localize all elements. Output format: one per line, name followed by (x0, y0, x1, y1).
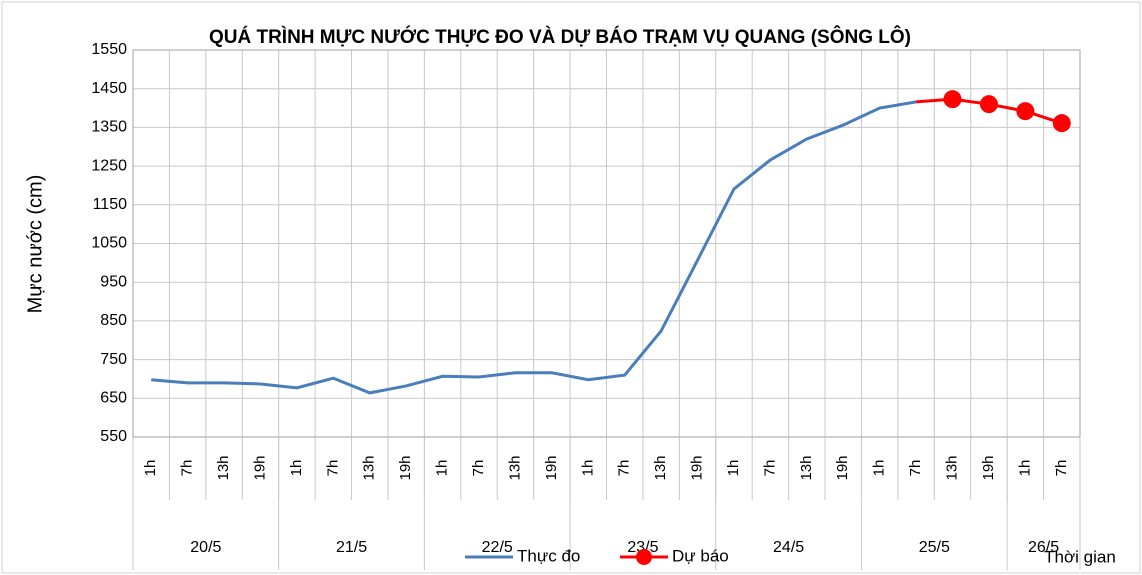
x-tick-label: 19h (980, 455, 997, 480)
x-tick-label: 13h (943, 455, 960, 480)
x-tick-label: 1h (871, 460, 888, 477)
y-tick-label: 950 (100, 273, 127, 290)
x-tick-label: 13h (652, 455, 669, 480)
x-tick-label: 13h (215, 455, 232, 480)
legend-label: Thực đo (517, 546, 580, 565)
x-tick-label: 7h (470, 460, 487, 477)
legend-label: Dự báo (672, 546, 729, 565)
x-tick-label: 7h (616, 460, 633, 477)
x-tick-label: 1h (434, 460, 451, 477)
y-tick-label: 1250 (91, 157, 127, 174)
y-tick-label: 1450 (91, 80, 127, 97)
x-tick-label: 7h (179, 460, 196, 477)
series-marker (1052, 114, 1071, 133)
y-axis-label: Mực nước (cm) (24, 175, 46, 314)
x-tick-label: 19h (251, 455, 268, 480)
x-tick-label: 1h (142, 460, 159, 477)
x-tick-label: 7h (1053, 460, 1070, 477)
x-tick-label: 7h (761, 460, 778, 477)
group-label: 22/5 (482, 539, 513, 556)
x-tick-label: 19h (689, 455, 706, 480)
x-tick-label: 13h (361, 455, 378, 480)
group-label: 23/5 (627, 539, 658, 556)
x-tick-label: 1h (725, 460, 742, 477)
chart-title: QUÁ TRÌNH MỰC NƯỚC THỰC ĐO VÀ DỰ BÁO TRẠ… (209, 26, 911, 48)
y-tick-label: 850 (100, 312, 127, 329)
y-tick-label: 1050 (91, 235, 127, 252)
x-tick-label: 7h (907, 460, 924, 477)
y-tick-label: 1150 (93, 196, 128, 213)
legend-marker (636, 549, 652, 565)
x-tick-label: 13h (798, 455, 815, 480)
x-tick-label: 19h (397, 455, 414, 480)
x-tick-label: 1h (288, 460, 305, 477)
y-tick-label: 1350 (91, 119, 127, 136)
series-marker (943, 90, 962, 109)
x-tick-label: 19h (543, 455, 560, 480)
x-tick-label: 19h (834, 455, 851, 480)
x-tick-label: 1h (1016, 460, 1033, 477)
series-marker (1016, 102, 1035, 121)
x-tick-label: 7h (324, 460, 341, 477)
x-tick-label: 13h (506, 455, 523, 480)
series-marker (979, 95, 998, 114)
y-tick-label: 1550 (91, 41, 127, 58)
series-line (151, 100, 917, 395)
group-label: 21/5 (336, 539, 367, 556)
x-tick-label: 1h (579, 460, 596, 477)
y-tick-label: 750 (100, 351, 127, 368)
y-tick-label: 550 (100, 428, 127, 445)
group-label: 26/5 (1028, 539, 1059, 556)
group-label: 20/5 (190, 539, 221, 556)
y-tick-label: 650 (100, 390, 127, 407)
group-label: 24/5 (773, 539, 804, 556)
group-label: 25/5 (919, 539, 950, 556)
